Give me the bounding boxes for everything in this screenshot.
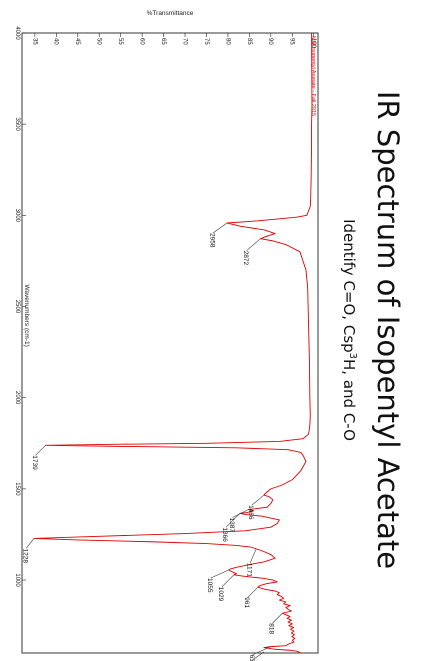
x-tick-label: 3500	[14, 117, 20, 131]
peak-label: 1366	[221, 527, 228, 542]
x-tick-label: 1000	[14, 573, 20, 587]
y-tick-label: 75	[203, 38, 209, 45]
peak-leader-line	[246, 238, 261, 251]
peak-leader-line	[247, 586, 259, 598]
peak-label: 1055	[206, 578, 213, 593]
peak-label: 635	[248, 655, 255, 661]
peak-label: 1387	[228, 517, 235, 532]
x-tick-label: 3000	[14, 209, 20, 223]
y-tick-label: 50	[96, 38, 102, 45]
plot-frame	[21, 32, 319, 654]
peak-leader-line	[25, 538, 35, 549]
slide-subtitle-part-1: Identify C=O, Csp	[340, 219, 358, 353]
peak-label: 818	[268, 623, 275, 634]
spectrum-series-line	[33, 32, 313, 654]
y-axis-title: %Transmittance	[147, 10, 194, 17]
x-tick-label: 2000	[14, 391, 20, 405]
peak-leader-line	[221, 574, 235, 587]
series-name-label: MM Isopentyl Acetate - Fall 2015	[310, 36, 316, 116]
ir-spectrum-chart: 35 40 45 50 55 60 65 70 75 80 85 90 95 100 4000 3500 300…	[14, 10, 319, 661]
x-axis-title: Wavenumbers (cm-1)	[23, 285, 30, 347]
slide-title-block: IR Spectrum of Isopentyl Acetate Identif…	[340, 91, 405, 569]
y-tick-label: 65	[160, 38, 166, 45]
y-tick-label: 55	[117, 38, 123, 45]
peak-leader-line	[210, 569, 229, 579]
peak-label: 1228	[21, 548, 28, 563]
peak-leader-line	[250, 651, 265, 661]
peak-label: 1029	[217, 587, 224, 602]
slide-subtitle-superscript: 3	[347, 353, 358, 359]
spectrum-trace: MM Isopentyl Acetate - Fall 2015	[33, 32, 316, 654]
y-tick-label: 35	[31, 38, 37, 45]
y-tick-label: 85	[246, 38, 252, 45]
peak-leader-line	[212, 222, 228, 234]
y-tick-label: 90	[267, 38, 273, 45]
peak-label: 2958	[208, 233, 215, 248]
slide-subtitle-part-2: H, and C-O	[340, 359, 358, 441]
y-tick-label: 40	[53, 38, 59, 45]
peak-leader-line	[251, 494, 265, 506]
peak-leader-line	[35, 445, 46, 456]
peak-label: 1466	[247, 505, 254, 520]
slide-title: IR Spectrum of Isopentyl Acetate	[371, 91, 405, 569]
peak-leader-line	[232, 509, 249, 518]
y-tick-label: 95	[289, 38, 295, 45]
peak-label: 1171	[246, 563, 253, 577]
axes: 35 40 45 50 55 60 65 70 75 80 85 90 95 100 4000 3500 300…	[14, 10, 316, 587]
peak-label: 2872	[242, 251, 249, 266]
peak-leader-line	[249, 548, 257, 563]
peak-label: 1739	[31, 455, 38, 470]
y-tick-label: 60	[139, 38, 145, 45]
x-tick-label: 1500	[14, 482, 20, 496]
peak-label: 961	[243, 597, 250, 608]
peak-leader-line	[272, 613, 283, 624]
x-tick-label: 2500	[14, 300, 20, 314]
peak-leader-line	[252, 646, 271, 655]
y-tick-label: 45	[74, 38, 80, 45]
y-tick-label: 80	[224, 38, 230, 45]
slide-subtitle: Identify C=O, Csp3H, and C-O	[340, 219, 358, 441]
y-tick-label: 70	[181, 38, 187, 45]
peak-leader-line	[225, 513, 241, 528]
x-tick-label: 4000	[14, 26, 20, 40]
y-tick-label: 100	[310, 38, 316, 49]
